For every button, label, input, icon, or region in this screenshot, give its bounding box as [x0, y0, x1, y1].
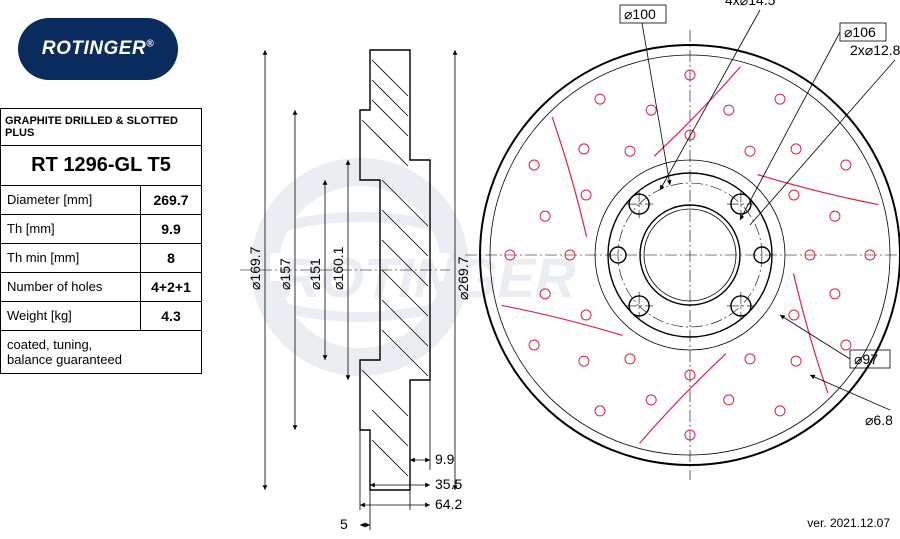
- spec-label: Weight [kg]: [1, 302, 141, 330]
- dim-t5: 5: [340, 516, 348, 532]
- version-label: ver. 2021.12.07: [807, 516, 890, 530]
- call-drill: ⌀6.8: [865, 412, 893, 428]
- call-pcd: ⌀100: [624, 6, 656, 22]
- brand-logo: ROTINGER®: [18, 18, 178, 80]
- spec-label: Number of holes: [1, 273, 141, 301]
- spec-row: Th min [mm]8: [0, 244, 202, 273]
- part-number: RT 1296-GL T5: [0, 146, 202, 186]
- spec-panel: GRAPHITE DRILLED & SLOTTED PLUS RT 1296-…: [0, 108, 202, 374]
- spec-value: 9.9: [141, 215, 201, 243]
- spec-value: 4+2+1: [141, 273, 201, 301]
- call-pin: 2x⌀12.8: [850, 42, 900, 58]
- dim-d157: ⌀157: [277, 258, 293, 290]
- call-bolt: 4x⌀14.5: [725, 0, 776, 8]
- spec-row: Number of holes4+2+1: [0, 273, 202, 302]
- spec-note: coated, tuning, balance guaranteed: [0, 331, 202, 374]
- spec-value: 8: [141, 244, 201, 272]
- dim-d269: ⌀269.7: [455, 256, 471, 300]
- call-slot: ⌀97: [854, 351, 878, 367]
- call-cb: ⌀106: [844, 24, 876, 40]
- spec-value: 4.3: [141, 302, 201, 330]
- spec-row: Diameter [mm]269.7: [0, 186, 202, 215]
- dim-d151: ⌀151: [307, 258, 323, 290]
- dim-d169: ⌀169.7: [247, 246, 263, 290]
- spec-header: GRAPHITE DRILLED & SLOTTED PLUS: [0, 108, 202, 146]
- spec-value: 269.7: [141, 186, 201, 214]
- dim-t9-9: 9.9: [435, 451, 455, 467]
- spec-row: Weight [kg]4.3: [0, 302, 202, 331]
- spec-label: Diameter [mm]: [1, 186, 141, 214]
- dim-t64-2: 64.2: [435, 496, 462, 512]
- brand-text: ROTINGER®: [42, 38, 154, 60]
- technical-drawing: ⌀169.7 ⌀157 ⌀151 ⌀160.1 ⌀269.7 9.9 35.5 …: [210, 0, 900, 534]
- spec-label: Th min [mm]: [1, 244, 141, 272]
- dim-t35-5: 35.5: [435, 476, 462, 492]
- front-view: 4x⌀14.5 ⌀100 ⌀106 2x⌀12.8 ⌀97 ⌀6.8: [465, 0, 900, 480]
- dim-d160: ⌀160.1: [330, 246, 346, 290]
- side-view: ⌀169.7 ⌀157 ⌀151 ⌀160.1 ⌀269.7 9.9 35.5 …: [240, 50, 471, 532]
- spec-row: Th [mm]9.9: [0, 215, 202, 244]
- spec-label: Th [mm]: [1, 215, 141, 243]
